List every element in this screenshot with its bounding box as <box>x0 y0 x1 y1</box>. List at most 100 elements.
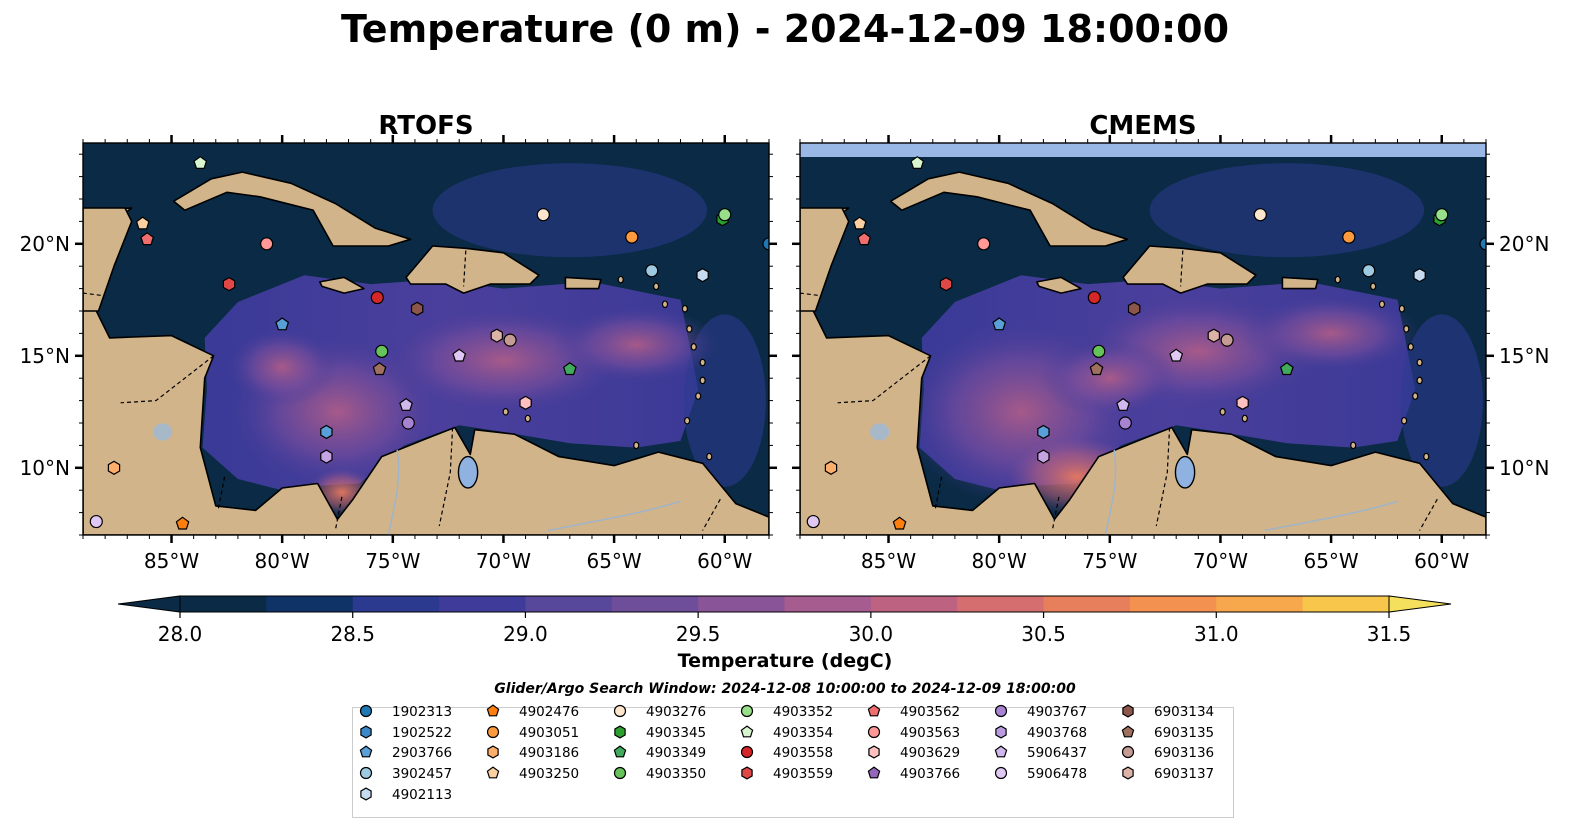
atlantic-water <box>432 163 708 258</box>
warm-eddy <box>227 327 338 407</box>
colorbar-bin <box>957 596 1045 612</box>
marker-6903136 <box>1220 333 1234 347</box>
marker-4903186 <box>824 460 838 475</box>
small-island <box>633 441 640 450</box>
legend-marker-4903768 <box>995 725 1007 739</box>
south-america-landmass <box>800 207 1486 535</box>
legend-label: 4903354 <box>773 725 833 741</box>
marker-extra <box>1169 348 1184 362</box>
rtofs-title: RTOFS <box>378 111 473 141</box>
marker-4903559 <box>222 276 236 292</box>
country-border <box>934 476 943 511</box>
marker-4903349 <box>562 362 577 376</box>
y-tick-label: 15°N <box>20 344 70 368</box>
x-tick-label: 60°W <box>1414 549 1469 573</box>
small-island <box>1241 414 1248 423</box>
legend-label: 4903559 <box>773 766 833 782</box>
x-tick-label: 85°W <box>144 549 199 573</box>
marker-extra <box>320 449 333 464</box>
legend-title: Glider/Argo Search Window: 2024-12-08 10… <box>494 681 1076 697</box>
marker-6903137 <box>1207 328 1221 343</box>
legend-marker-4903558 <box>740 745 754 759</box>
marker-2903766 <box>992 317 1007 331</box>
small-island <box>1398 304 1406 313</box>
legend-label: 4903563 <box>900 725 960 741</box>
marker-4903350 <box>375 344 389 358</box>
magdalena-river <box>1104 449 1117 535</box>
legend-marker-4903766 <box>867 766 881 779</box>
small-island <box>502 407 509 416</box>
country-border <box>800 292 818 296</box>
marker-5906437 <box>1116 397 1130 411</box>
x-tick-label: 75°W <box>1082 549 1137 573</box>
cuba-island <box>889 171 1129 247</box>
small-island <box>1401 416 1408 425</box>
lake-nicaragua <box>870 423 890 441</box>
legend-label: 4903345 <box>646 725 706 741</box>
legend-marker-4903559 <box>741 766 753 780</box>
puerto-rico-island <box>1281 276 1319 290</box>
float-markers <box>806 155 1486 530</box>
marker-4903559 <box>939 276 953 292</box>
legend-label: 4903276 <box>646 704 706 720</box>
hispaniola-island <box>1122 245 1257 294</box>
colorbar-frame <box>179 595 1390 613</box>
legend-label: 4903766 <box>900 766 960 782</box>
small-island <box>524 414 531 423</box>
marker-4903051 <box>1342 230 1356 244</box>
small-island <box>1412 392 1419 400</box>
small-island <box>1423 452 1430 461</box>
legend-marker-6903134 <box>1122 704 1134 718</box>
marker-4903250 <box>852 216 867 230</box>
country-border <box>1051 496 1060 531</box>
marker-4903629 <box>519 395 532 410</box>
cmems-panel: 85°W 80°W 75°W 70°W 65°W 60°W 20°N 15°N 10°N CMEM… <box>792 111 1549 573</box>
jamaica-island <box>1036 276 1082 294</box>
small-island <box>653 282 660 291</box>
legend-label: 4902476 <box>519 704 579 720</box>
marker-5906437 <box>399 397 413 411</box>
country-border <box>463 250 467 287</box>
country-border <box>334 496 343 531</box>
marker-extra <box>1037 449 1050 464</box>
marker-4903352 <box>1435 208 1449 222</box>
warm-eddy <box>1041 339 1179 418</box>
yucatan-landmass <box>83 207 133 312</box>
marker-4903563 <box>260 237 274 251</box>
orinoco-river <box>547 500 681 532</box>
legend-marker-2903766 <box>359 745 373 758</box>
panel-frame <box>799 142 1487 536</box>
marker-4903558 <box>1087 290 1101 305</box>
legend-marker-4903562 <box>867 704 881 717</box>
cmems-title: CMEMS <box>1089 111 1196 141</box>
colorbar-bin <box>611 596 699 612</box>
legend-marker-4902113 <box>360 787 372 801</box>
legend-marker-4903051 <box>486 725 500 739</box>
small-island <box>1370 282 1377 291</box>
legend-label: 4903352 <box>773 704 833 720</box>
panel-frame <box>82 142 770 536</box>
country-border <box>83 292 101 296</box>
legend-marker-4903250 <box>486 766 500 779</box>
y-tick-label: 20°N <box>1499 232 1549 256</box>
legend-label: 1902522 <box>392 725 452 741</box>
colorbar-label: Temperature (degC) <box>678 650 893 672</box>
colorbar-bin <box>784 596 872 612</box>
country-border <box>1155 427 1171 527</box>
marker-4903563 <box>977 237 991 251</box>
yucatan-landmass <box>800 207 850 312</box>
legend-marker-4903352 <box>740 704 754 718</box>
legend-marker-4903563 <box>867 725 881 739</box>
cuba-island <box>172 171 412 247</box>
marker-4903276 <box>536 208 550 222</box>
legend-label: 4903768 <box>1027 725 1087 741</box>
marker-6903135 <box>1089 362 1104 376</box>
marker-4903349 <box>1279 362 1294 376</box>
colorbar-tick-label: 29.5 <box>676 622 721 646</box>
colorbar-tick-label: 28.0 <box>158 622 203 646</box>
marker-4903276 <box>1253 208 1267 222</box>
small-island <box>699 358 706 367</box>
country-border <box>702 498 721 531</box>
legend-marker-4903345 <box>614 725 626 739</box>
legend-label: 4903629 <box>900 745 960 761</box>
